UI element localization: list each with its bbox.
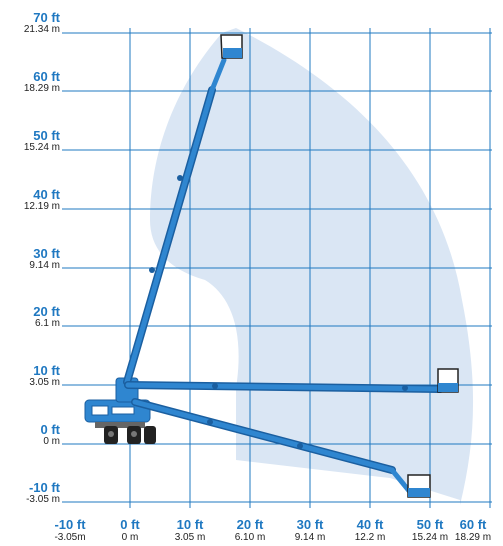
y-tick-label: 30 ft 9.14 m xyxy=(29,246,60,271)
x-tick-label: 20 ft 6.10 m xyxy=(234,517,266,543)
y-tick-label: 60 ft 18.29 m xyxy=(23,69,60,94)
y-tick-label: 20 ft 6.1 m xyxy=(33,304,60,329)
y-tick-label: 50 ft 15.24 m xyxy=(23,128,60,153)
y-tick-label: 70 ft 21.34 m xyxy=(23,10,60,35)
x-tick-label: -10 ft -3.05m xyxy=(54,517,86,543)
x-tick-label: 30 ft 9.14 m xyxy=(294,517,326,543)
y-tick-label: 10 ft 3.05 m xyxy=(29,363,60,388)
y-tick-label: 40 ft 12.19 m xyxy=(23,187,60,212)
working-envelope xyxy=(150,28,474,505)
y-tick-label: 0 ft 0 m xyxy=(40,422,61,447)
x-tick-label: 50 ft 15.24 m xyxy=(411,517,449,543)
x-tick-label: 0 ft 0 m xyxy=(120,517,140,543)
x-tick-label: 40 ft 12.2 m xyxy=(354,517,386,543)
boom-horizontal xyxy=(124,368,459,393)
boom-full-height xyxy=(123,34,243,386)
x-tick-label: 10 ft 3.05 m xyxy=(174,517,206,543)
boom-below-grade xyxy=(131,398,431,498)
x-tick-label: 60 ft 18.29 m xyxy=(454,517,492,543)
y-tick-label: -10 ft -3.05 m xyxy=(26,480,60,505)
